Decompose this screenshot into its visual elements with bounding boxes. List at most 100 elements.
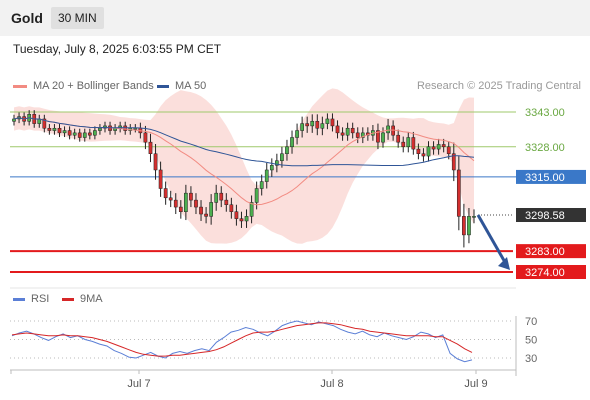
- candle-body: [381, 132, 385, 143]
- candle-body: [436, 144, 441, 150]
- candle-body: [254, 188, 259, 203]
- candle-body: [52, 127, 57, 131]
- candle-body: [441, 144, 446, 148]
- ma9-swatch: [62, 297, 74, 301]
- candle-body: [163, 188, 168, 199]
- candle-body: [67, 130, 72, 136]
- ma20-legend: MA 20 + Bollinger Bands: [13, 80, 154, 92]
- candle-body: [204, 213, 208, 217]
- candle-body: [280, 153, 284, 161]
- timeframe-badge[interactable]: 30 MIN: [51, 7, 104, 29]
- chart-timestamp: Tuesday, July 8, 2025 6:03:55 PM CET: [13, 42, 222, 56]
- candle-body: [87, 132, 92, 136]
- candle-body: [219, 192, 224, 201]
- candle-body: [355, 132, 360, 138]
- level-label-3: 3283.00: [525, 246, 565, 258]
- time-tick-label-2: Jul 9: [464, 378, 487, 390]
- candle-body: [234, 211, 239, 219]
- time-tick-label-1: Jul 8: [320, 378, 343, 390]
- time-tick-label-0: Jul 7: [127, 378, 150, 390]
- chart-header: Gold 30 MIN: [0, 0, 590, 36]
- candle-body: [72, 132, 77, 136]
- candle-body: [189, 192, 193, 201]
- ma50-line: [13, 117, 475, 167]
- candle-body: [82, 132, 87, 138]
- candle-body: [295, 130, 299, 138]
- candle-body: [376, 130, 380, 143]
- ma20-legend-label: MA 20 + Bollinger Bands: [33, 80, 154, 92]
- candle-body: [330, 118, 335, 127]
- candle-body: [462, 216, 466, 236]
- forecast-arrow-head: [498, 257, 510, 270]
- candle-body: [269, 165, 274, 171]
- candle-body: [62, 130, 67, 134]
- candle-body: [199, 206, 203, 215]
- candle-body: [173, 199, 178, 208]
- candle-body: [345, 127, 350, 136]
- current-price-label: 3298.58: [525, 210, 565, 222]
- candle-body: [426, 146, 431, 157]
- candles: [12, 110, 476, 248]
- candle-body: [325, 118, 330, 124]
- ma9-legend-label: 9MA: [80, 293, 103, 305]
- candle-body: [239, 218, 244, 222]
- candle-body: [472, 216, 476, 218]
- candle-body: [451, 153, 456, 171]
- instrument-title: Gold: [11, 10, 43, 26]
- level-tag-2: [516, 169, 586, 184]
- candle-body: [244, 216, 249, 222]
- candle-body: [184, 192, 188, 212]
- rsi-legend: RSI: [13, 293, 49, 305]
- rsi-tick-label-2: 30: [525, 353, 537, 365]
- candle-body: [315, 121, 320, 129]
- rsi-ma9-line: [11, 322, 473, 357]
- candle-body: [123, 125, 128, 131]
- level-label-2: 3315.00: [525, 172, 565, 184]
- candle-body: [93, 130, 97, 136]
- candle-body: [224, 199, 229, 206]
- ma50-legend-label: MA 50: [175, 80, 207, 92]
- forecast-arrow-shaft: [476, 214, 508, 265]
- candle-body: [133, 127, 138, 130]
- candle-body: [421, 153, 426, 157]
- current-price-tag: [516, 208, 586, 223]
- candle-body: [153, 153, 158, 171]
- candle-body: [456, 169, 461, 217]
- rsi-swatch: [13, 297, 25, 301]
- ma50-legend: MA 50: [157, 80, 206, 92]
- candle-body: [47, 127, 52, 131]
- candle-body: [194, 199, 198, 208]
- candle-body: [42, 118, 47, 129]
- candle-body: [401, 141, 406, 148]
- level-tag-4: [516, 265, 586, 279]
- candle-body: [249, 202, 254, 217]
- candle-body: [98, 127, 102, 131]
- candle-body: [77, 132, 82, 138]
- candle-body: [148, 141, 153, 154]
- candle-body: [209, 202, 213, 217]
- rsi-line: [11, 320, 473, 363]
- level-tag-3: [516, 244, 586, 259]
- candle-body: [290, 137, 294, 148]
- candle-body: [275, 160, 279, 166]
- rsi-legend-label: RSI: [31, 293, 50, 305]
- candle-body: [214, 192, 219, 203]
- level-label-1: 3328.00: [525, 142, 565, 154]
- candle-body: [431, 146, 436, 150]
- candle-body: [350, 127, 355, 134]
- ma50-swatch: [157, 84, 169, 88]
- candle-body: [360, 132, 365, 138]
- candle-body: [143, 132, 148, 143]
- candle-body: [446, 146, 451, 154]
- rsi-tick-label-1: 50: [525, 335, 537, 347]
- candle-body: [12, 118, 16, 122]
- research-credit: Research © 2025 Trading Central: [416, 80, 581, 92]
- candle-body: [310, 121, 315, 127]
- candle-body: [158, 169, 163, 189]
- rsi-tick-label-0: 70: [525, 316, 537, 328]
- candle-body: [467, 216, 471, 236]
- candle-body: [57, 127, 62, 134]
- candle-body: [300, 123, 304, 131]
- candle-body: [285, 146, 289, 154]
